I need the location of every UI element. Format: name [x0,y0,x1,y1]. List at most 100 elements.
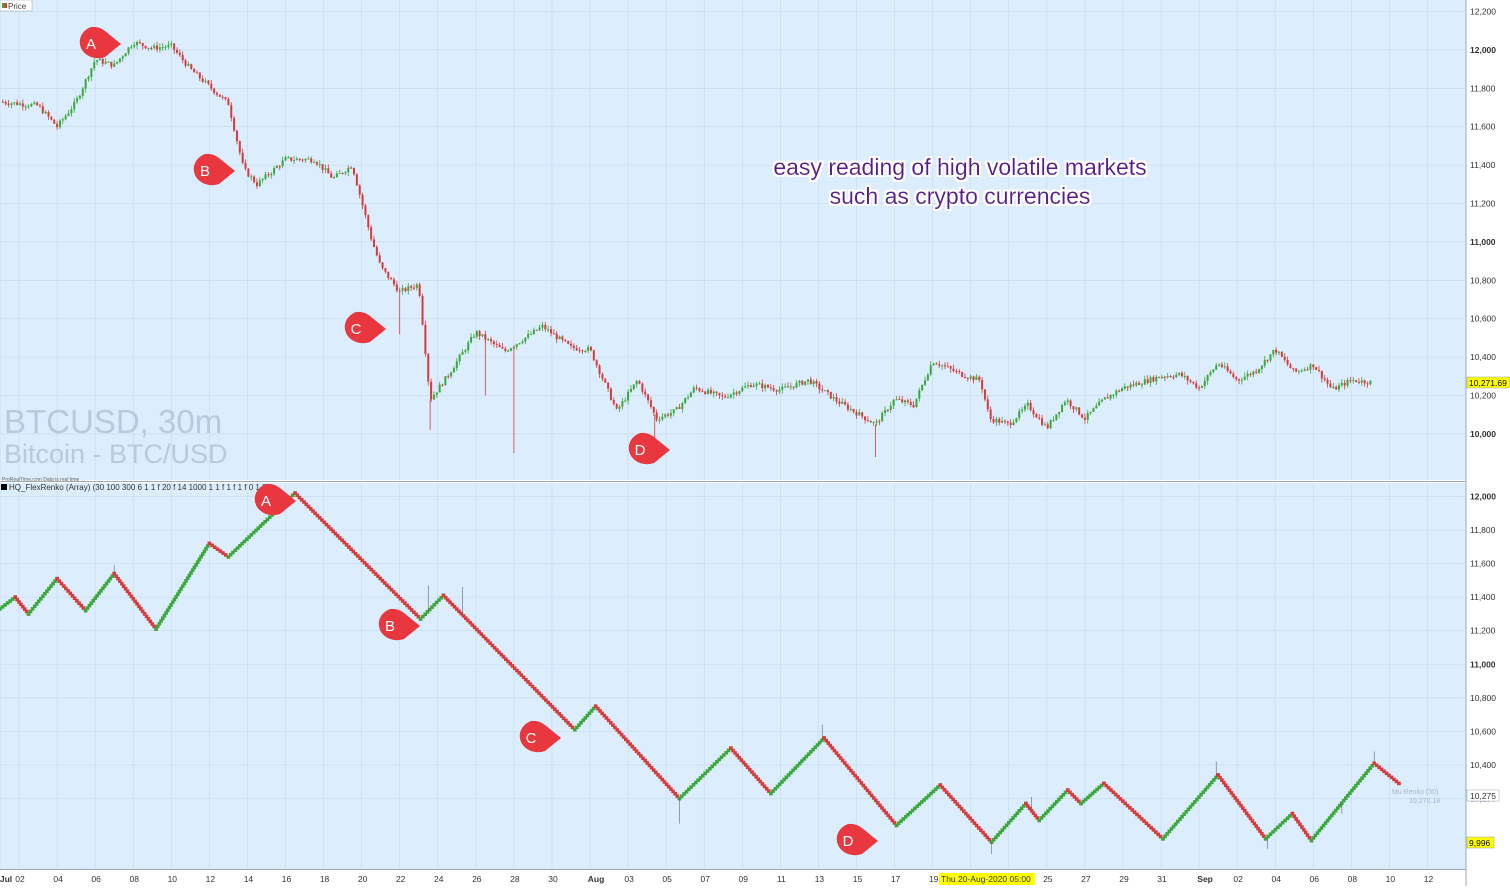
renko-brick [242,539,247,544]
renko-brick [30,607,35,611]
candle-body [1089,411,1092,414]
renko-brick [1222,780,1226,785]
renko-brick [561,716,566,721]
candle-body [1246,373,1249,377]
candle-body [275,166,278,169]
y-tick-label-top: 11,000 [1470,237,1496,247]
candle-body [1026,402,1029,406]
candle-body [1337,385,1340,390]
candle-body [975,376,978,381]
renko-brick [1190,802,1195,807]
candle-body [544,324,547,330]
candle-body [1195,383,1198,388]
candle-body [333,177,336,179]
renko-brick [1268,832,1273,837]
candle-body [1263,359,1266,366]
renko-brick [1000,828,1005,832]
renko-brick [773,787,778,791]
renko-brick [1002,825,1007,830]
renko-brick [146,617,151,621]
renko-brick [1389,775,1394,780]
renko-brick [164,611,168,615]
x-axis-area[interactable] [0,869,1466,886]
renko-brick [75,598,79,603]
renko-brick [391,590,396,594]
candle-body [701,390,704,392]
axis-ticks: Jul 02 04 06 08 10 12 14 16 18 20 22 24 26 28 30 Aug 03 05… [0,7,1496,884]
renko-brick [83,608,88,613]
renko-brick [892,821,897,825]
renko-brick [1195,797,1199,802]
renko-brick [380,578,385,583]
renko-brick [57,579,62,583]
renko-brick [358,556,362,561]
candle-body [1021,409,1024,412]
renko-brick [1090,791,1095,796]
x-tick-label: Aug [588,874,605,884]
renko-brick [745,765,750,770]
candle-body [261,178,264,181]
candle-body [658,419,661,421]
candle-body [395,284,398,291]
candle-body [772,388,775,391]
renko-brick [1235,798,1239,803]
renko-brick [1061,792,1066,797]
candle-body [1203,380,1206,387]
indicator-color-icon [1,484,7,490]
candle-body [84,79,87,89]
x-tick-label: 17 [891,874,901,884]
renko-brick [215,547,220,551]
candle-body [481,334,484,337]
renko-brick [108,576,113,581]
candle-body [293,160,296,162]
renko-brick [182,581,187,586]
renko-brick [1350,788,1354,793]
renko-panel[interactable] [0,483,1466,869]
renko-brick [1305,833,1310,837]
price-panel[interactable] [0,0,1466,480]
renko-brick [606,718,611,723]
renko-brick [102,584,107,588]
renko-brick [1242,808,1247,813]
x-tick-label: 10 [168,874,178,884]
renko-brick [1352,786,1356,790]
renko-brick [427,607,432,612]
candle-body [775,390,778,392]
candle-body [1300,370,1303,372]
candle-body [190,64,193,70]
last-price-bottom: 10,275 [1470,791,1496,801]
renko-brick [197,557,202,562]
candle-body [181,55,184,61]
candle-body [378,255,381,263]
renko-brick [470,623,475,627]
candle-body [824,390,827,392]
renko-brick [820,738,824,743]
y-tick-label-top: 10,000 [1470,429,1496,439]
candle-body [161,47,164,49]
y-tick-label-bottom: 10,400 [1470,760,1496,770]
price-tag-box[interactable] [0,0,33,12]
renko-brick [1216,773,1220,777]
renko-brick [593,704,598,709]
candle-body [832,397,835,399]
svg-text:B: B [385,618,395,635]
candle-body [1317,369,1320,371]
renko-brick [524,677,528,682]
renko-brick [501,655,506,659]
candle-body [1200,386,1203,388]
renko-brick [1294,817,1298,821]
renko-brick [591,706,596,711]
renko-brick [743,763,748,767]
candle-body [441,384,444,386]
renko-brick [1130,808,1135,812]
y-axis-area[interactable] [1466,0,1510,886]
renko-brick [804,754,809,759]
renko-brick [344,542,349,547]
candle-body [76,98,79,102]
renko-brick [1035,816,1040,820]
renko-brick [405,603,409,608]
candle-body [90,68,93,77]
candle-body [1343,382,1346,386]
renko-brick [1237,801,1241,805]
candle-body [1355,380,1358,382]
